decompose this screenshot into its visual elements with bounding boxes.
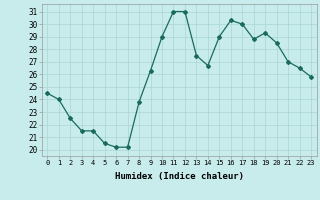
X-axis label: Humidex (Indice chaleur): Humidex (Indice chaleur) [115,172,244,181]
